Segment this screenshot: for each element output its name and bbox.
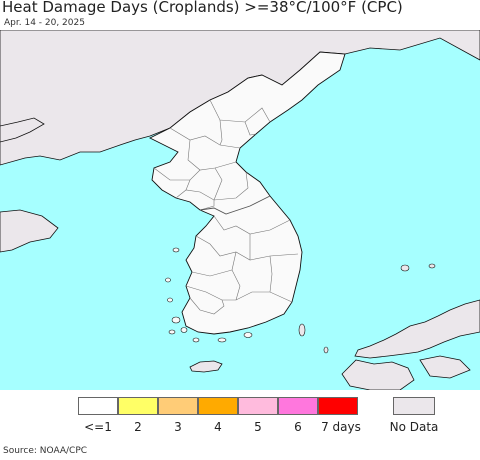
legend-swatch-2	[118, 397, 158, 415]
south-korea-borders	[185, 215, 299, 315]
jeju-island	[189, 360, 223, 373]
liaodong-land	[0, 117, 45, 143]
korean-islands	[165, 247, 253, 343]
tsushima-island	[298, 323, 306, 337]
legend-swatch-3	[158, 397, 198, 415]
legend-swatch-5	[238, 397, 278, 415]
legend-swatch-le1	[78, 397, 118, 415]
japan-kyushu	[341, 359, 415, 390]
source-credit: Source: NOAA/CPC	[3, 446, 88, 456]
legend-label-5: 5	[254, 420, 262, 434]
admin-borders	[153, 99, 271, 211]
legend-swatch-7	[318, 397, 358, 415]
legend-swatch-6	[278, 397, 318, 415]
korea-map	[0, 30, 480, 390]
shandong-land	[0, 209, 59, 253]
legend-label-no-data: No Data	[389, 420, 439, 434]
legend-label-le1: <=1	[84, 420, 112, 434]
japan-shikoku	[419, 355, 471, 379]
ulleung-island	[400, 264, 410, 272]
legend-label-4: 4	[214, 420, 222, 434]
map-title: Heat Damage Days (Croplands) >=38°C/100°…	[2, 0, 403, 16]
inter-korean-border	[199, 195, 271, 215]
legend: <=1 2 3 4 5 6 7 days No Data	[0, 396, 480, 438]
legend-label-3: 3	[174, 420, 182, 434]
japan-honshu	[354, 299, 480, 359]
date-range: Apr. 14 - 20, 2025	[4, 18, 85, 28]
legend-label-7: 7 days	[321, 420, 361, 434]
legend-swatch-4	[198, 397, 238, 415]
legend-label-2: 2	[134, 420, 142, 434]
legend-label-6: 6	[294, 420, 302, 434]
legend-swatch-no-data	[393, 397, 435, 415]
